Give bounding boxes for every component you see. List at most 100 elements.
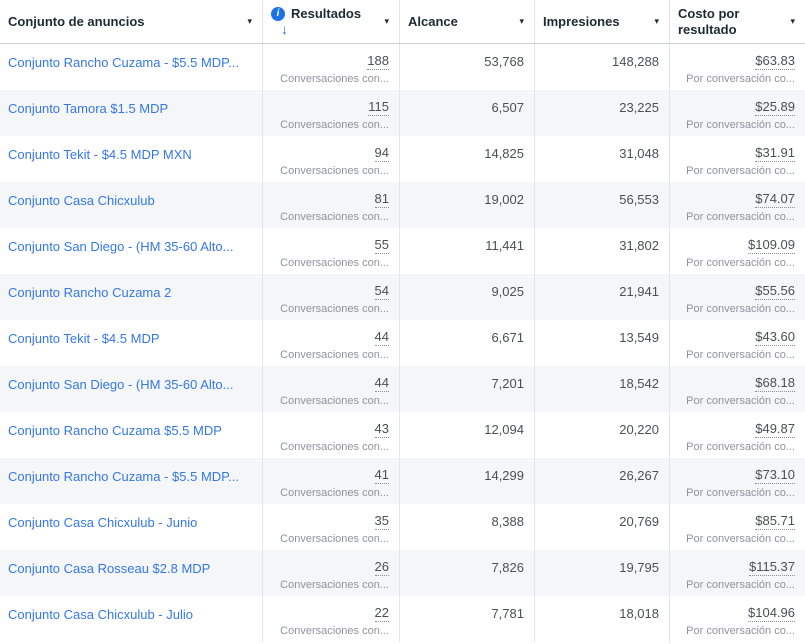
results-cell: 43 Conversaciones con... [263,412,400,458]
results-value[interactable]: 94 [374,145,389,162]
adset-name-cell: Conjunto Rancho Cuzama 2 [0,274,263,320]
reach-value: 9,025 [491,284,524,299]
cost-per-result-value[interactable]: $74.07 [755,191,795,208]
reach-cell: 8,388 [400,504,535,550]
results-value[interactable]: 55 [374,237,389,254]
results-value[interactable]: 188 [367,53,389,70]
column-header-results[interactable]: i Resultados ↓ ▾ [263,0,400,43]
cost-sublabel: Por conversación co... [686,625,795,637]
impressions-value: 19,795 [619,560,659,575]
results-value[interactable]: 43 [374,421,389,438]
table-header-row: Conjunto de anuncios ▾ i Resultados ↓ ▾ … [0,0,805,44]
adset-name-link[interactable]: Conjunto Casa Chicxulub [8,193,155,208]
cost-sublabel: Por conversación co... [686,349,795,361]
cost-per-result-value[interactable]: $63.83 [755,53,795,70]
reach-cell: 7,781 [400,596,535,642]
cost-sublabel: Por conversación co... [686,165,795,177]
reach-value: 14,825 [484,146,524,161]
impressions-value: 18,542 [619,376,659,391]
results-sublabel: Conversaciones con... [280,533,389,545]
results-cell: 41 Conversaciones con... [263,458,400,504]
results-value[interactable]: 44 [374,375,389,392]
reach-cell: 53,768 [400,44,535,90]
results-sublabel: Conversaciones con... [280,257,389,269]
column-header-impressions[interactable]: Impresiones ▾ [535,0,670,43]
reach-cell: 9,025 [400,274,535,320]
cost-per-result-cell: $31.91 Por conversación co... [670,136,805,182]
cost-sublabel: Por conversación co... [686,441,795,453]
cost-per-result-value[interactable]: $85.71 [755,513,795,530]
impressions-value: 21,941 [619,284,659,299]
results-cell: 115 Conversaciones con... [263,90,400,136]
adset-name-link[interactable]: Conjunto Rancho Cuzama - $5.5 MDP... [8,469,239,484]
results-header-stack: i Resultados ↓ [271,6,361,38]
cost-sublabel: Por conversación co... [686,119,795,131]
cost-per-result-value[interactable]: $109.09 [748,237,795,254]
reach-value: 12,094 [484,422,524,437]
results-value[interactable]: 44 [374,329,389,346]
table-row: Conjunto Rancho Cuzama 2 54 Conversacion… [0,274,805,320]
adset-name-cell: Conjunto Casa Chicxulub - Junio [0,504,263,550]
reach-cell: 7,826 [400,550,535,596]
cost-per-result-value[interactable]: $104.96 [748,605,795,622]
cost-per-result-cell: $109.09 Por conversación co... [670,228,805,274]
results-value[interactable]: 115 [368,99,389,116]
cost-per-result-value[interactable]: $115.37 [748,559,795,576]
results-cell: 55 Conversaciones con... [263,228,400,274]
impressions-cell: 13,549 [535,320,670,366]
cost-per-result-value[interactable]: $43.60 [755,329,795,346]
cost-per-result-cell: $104.96 Por conversación co... [670,596,805,642]
adset-name-link[interactable]: Conjunto Tekit - $4.5 MDP MXN [8,147,192,162]
cost-per-result-value[interactable]: $73.10 [755,467,795,484]
table-row: Conjunto Casa Chicxulub - Junio 35 Conve… [0,504,805,550]
reach-cell: 14,299 [400,458,535,504]
adset-name-link[interactable]: Conjunto San Diego - (HM 35-60 Alto... [8,239,234,254]
column-header-reach[interactable]: Alcance ▾ [400,0,535,43]
results-sublabel: Conversaciones con... [280,349,389,361]
adset-name-link[interactable]: Conjunto Casa Rosseau $2.8 MDP [8,561,211,576]
cost-per-result-cell: $85.71 Por conversación co... [670,504,805,550]
adset-name-link[interactable]: Conjunto Rancho Cuzama - $5.5 MDP... [8,55,239,70]
column-header-adset-name[interactable]: Conjunto de anuncios ▾ [0,0,263,43]
adset-name-link[interactable]: Conjunto Tamora $1.5 MDP [8,101,169,116]
results-value[interactable]: 54 [374,283,389,300]
results-value[interactable]: 81 [374,191,389,208]
chevron-down-icon[interactable]: ▾ [790,16,795,26]
impressions-value: 148,288 [612,54,659,69]
adset-name-cell: Conjunto San Diego - (HM 35-60 Alto... [0,366,263,412]
cost-per-result-value[interactable]: $55.56 [755,283,795,300]
results-sublabel: Conversaciones con... [280,441,389,453]
reach-cell: 6,507 [400,90,535,136]
column-label: Alcance [408,13,458,29]
chevron-down-icon[interactable]: ▾ [384,16,389,26]
results-value[interactable]: 22 [374,605,389,622]
results-value[interactable]: 35 [374,513,389,530]
reach-value: 7,781 [491,606,524,621]
reach-value: 6,507 [491,100,524,115]
chevron-down-icon[interactable]: ▾ [519,16,524,26]
adset-name-link[interactable]: Conjunto Casa Chicxulub - Junio [8,515,198,530]
chevron-down-icon[interactable]: ▾ [247,16,252,26]
adset-name-link[interactable]: Conjunto Casa Chicxulub - Julio [8,607,193,622]
adset-name-link[interactable]: Conjunto Rancho Cuzama 2 [8,285,172,300]
cost-per-result-value[interactable]: $25.89 [755,99,795,116]
cost-per-result-value[interactable]: $49.87 [755,421,795,438]
chevron-down-icon[interactable]: ▾ [654,16,659,26]
impressions-value: 20,769 [619,514,659,529]
results-value[interactable]: 41 [374,467,389,484]
results-value[interactable]: 26 [374,559,389,576]
adset-name-link[interactable]: Conjunto San Diego - (HM 35-60 Alto... [8,377,234,392]
results-sublabel: Conversaciones con... [280,395,389,407]
info-icon[interactable]: i [271,6,285,21]
cost-per-result-value[interactable]: $31.91 [755,145,795,162]
cost-per-result-value[interactable]: $68.18 [755,375,795,392]
cost-sublabel: Por conversación co... [686,303,795,315]
adset-name-link[interactable]: Conjunto Tekit - $4.5 MDP [8,331,160,346]
column-header-cost-per-result[interactable]: Costo por resultado ▾ [670,0,805,43]
adset-name-link[interactable]: Conjunto Rancho Cuzama $5.5 MDP [8,423,222,438]
impressions-cell: 20,220 [535,412,670,458]
reach-value: 8,388 [491,514,524,529]
adset-name-cell: Conjunto Casa Chicxulub - Julio [0,596,263,642]
cost-per-result-cell: $63.83 Por conversación co... [670,44,805,90]
